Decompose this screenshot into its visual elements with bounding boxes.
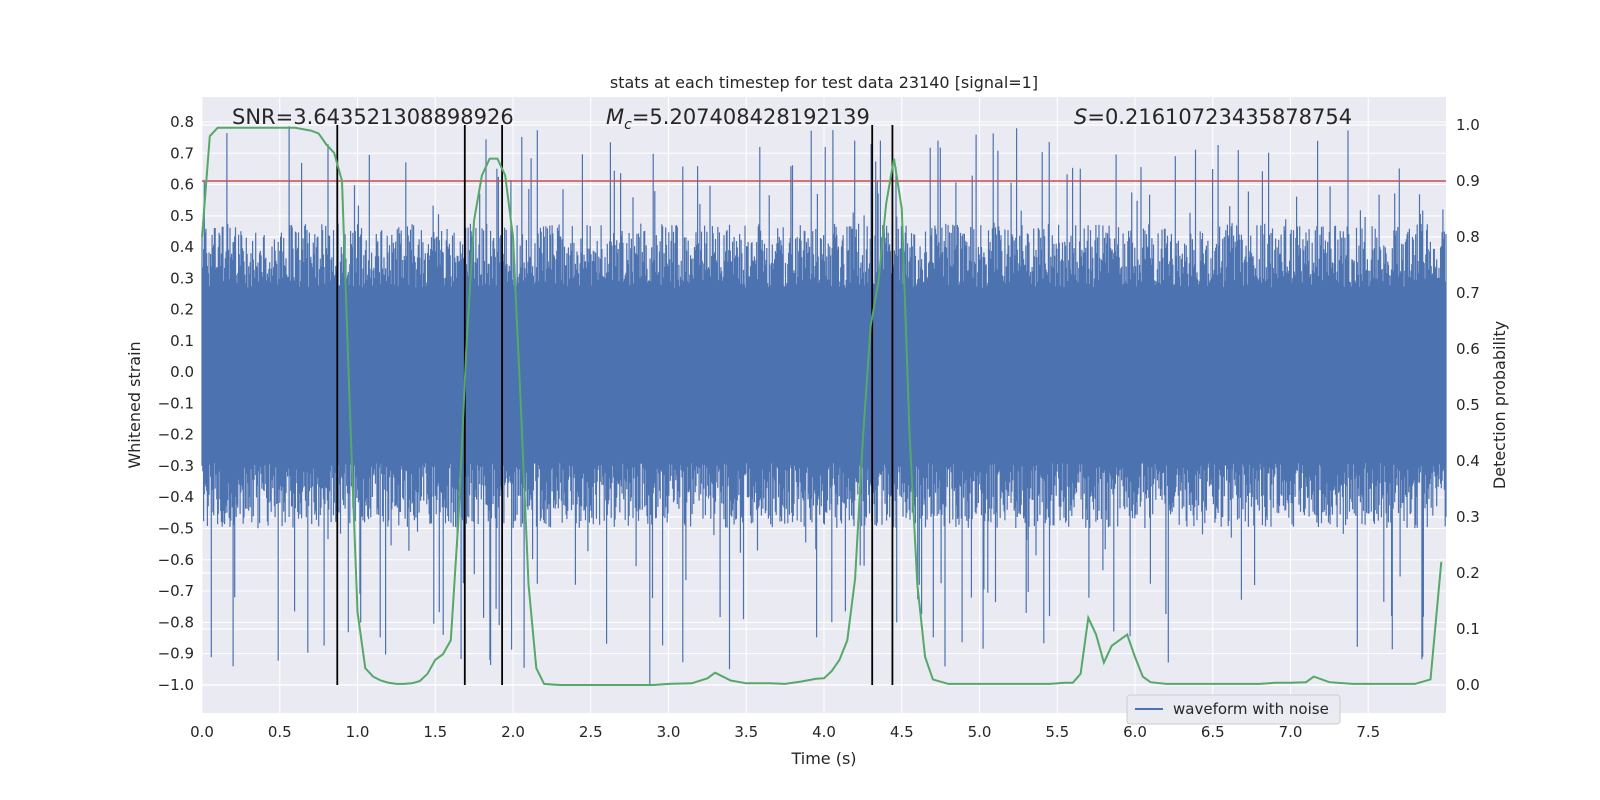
y2-tick-label: 0.9: [1456, 172, 1480, 190]
y2-tick-label: 0.8: [1456, 228, 1480, 246]
y-tick-label: 0.3: [170, 269, 194, 287]
chart-title: stats at each timestep for test data 231…: [610, 73, 1038, 92]
y-tick-label: 0.6: [170, 176, 194, 194]
y-tick-label: −0.3: [158, 457, 194, 475]
y-tick-label: −0.9: [158, 645, 194, 663]
chirp-mass-symbol: M: [606, 105, 624, 129]
y2-tick-label: 1.0: [1456, 116, 1480, 134]
x-tick-label: 0.5: [268, 723, 292, 741]
s-symbol: S: [1074, 105, 1087, 129]
x-tick-label: 3.0: [657, 723, 681, 741]
legend: waveform with noise: [1126, 694, 1341, 725]
waveform-path: [201, 126, 1447, 685]
x-tick-label: 7.5: [1356, 723, 1380, 741]
x-tick-label: 5.5: [1045, 723, 1069, 741]
y2-tick-label: 0.3: [1456, 508, 1480, 526]
x-tick-label: 2.0: [501, 723, 525, 741]
y-tick-label: 0.5: [170, 207, 194, 225]
y2-tick-label: 0.7: [1456, 284, 1480, 302]
y-tick-label: −0.4: [158, 488, 194, 506]
chirp-mass-value: =5.207408428192139: [632, 105, 870, 129]
x-tick-label: 2.5: [579, 723, 603, 741]
y-tick-label: 0.1: [170, 332, 194, 350]
x-tick-label: 5.0: [968, 723, 992, 741]
x-tick-label: 1.5: [423, 723, 447, 741]
x-tick-label: 4.5: [890, 723, 914, 741]
y-tick-label: 0.2: [170, 301, 194, 319]
x-tick-label: 4.0: [812, 723, 836, 741]
x-tick-label: 0.0: [190, 723, 214, 741]
y-tick-label: −1.0: [158, 676, 194, 694]
legend-label: waveform with noise: [1173, 700, 1329, 718]
y2-axis-ticks: 1.0 0.9 0.8 0.7 0.6 0.5 0.4 0.3 0.2 0.1 0.0: [1456, 116, 1480, 694]
y-axis-label: Whitened strain: [125, 341, 144, 468]
y2-axis-label: Detection probability: [1490, 321, 1509, 489]
y2-tick-label: 0.0: [1456, 676, 1480, 694]
legend-box: [1126, 694, 1341, 725]
chirp-mass-annotation: Mc=5.207408428192139: [606, 105, 870, 133]
s-annotation: S=0.21610723435878754: [1074, 105, 1352, 129]
y-tick-label: −0.1: [158, 394, 194, 412]
waveform-series: [201, 126, 1447, 685]
y-axis-ticks: 0.8 0.7 0.6 0.5 0.4 0.3 0.2 0.1 0.0 −0.1 −0.2 −0.3 −…: [158, 113, 194, 694]
y-tick-label: 0.8: [170, 113, 194, 131]
y2-tick-label: 0.4: [1456, 452, 1480, 470]
x-tick-label: 6.5: [1201, 723, 1225, 741]
chirp-mass-subscript: c: [624, 117, 632, 133]
x-axis-ticks: 0.0 0.5 1.0 1.5 2.0 2.5 3.0 3.5 4.0 4.5 5.0 5.5 6.0 6…: [190, 723, 1380, 741]
y-tick-label: 0.7: [170, 144, 194, 162]
event-lines: [336, 125, 894, 685]
x-tick-label: 1.0: [346, 723, 370, 741]
y-tick-label: 0.0: [170, 363, 194, 381]
y-tick-label: −0.8: [158, 613, 194, 631]
y2-tick-label: 0.1: [1456, 620, 1480, 638]
y-tick-label: 0.4: [170, 238, 194, 256]
probability-series: [201, 126, 1443, 686]
snr-annotation: SNR=3.643521308898926: [232, 105, 514, 129]
x-tick-label: 3.5: [734, 723, 758, 741]
y-tick-label: −0.5: [158, 520, 194, 538]
y-tick-label: −0.6: [158, 551, 194, 569]
x-axis-label: Time (s): [790, 749, 856, 768]
y-tick-label: −0.7: [158, 582, 194, 600]
x-tick-label: 6.0: [1123, 723, 1147, 741]
y-tick-label: −0.2: [158, 426, 194, 444]
y2-tick-label: 0.5: [1456, 396, 1480, 414]
s-value: =0.21610723435878754: [1087, 105, 1352, 129]
y2-tick-label: 0.6: [1456, 340, 1480, 358]
y2-tick-label: 0.2: [1456, 564, 1480, 582]
x-tick-label: 7.0: [1279, 723, 1303, 741]
